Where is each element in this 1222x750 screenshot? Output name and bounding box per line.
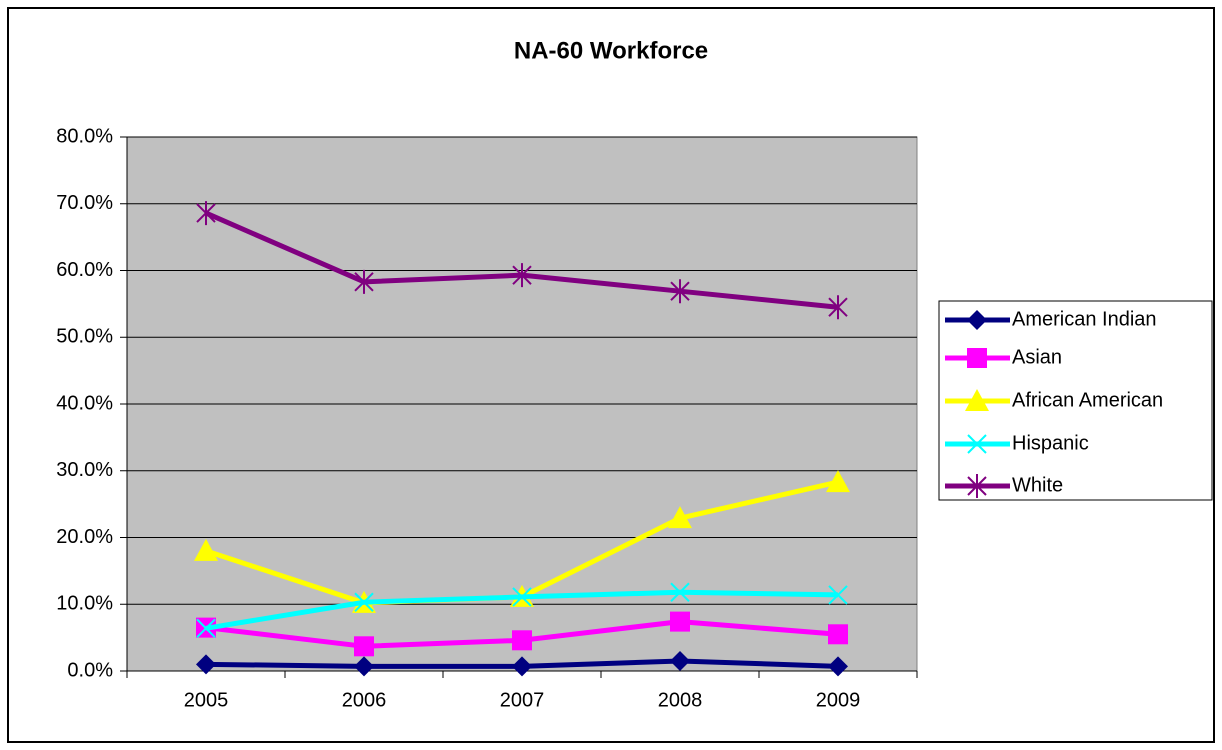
marker bbox=[354, 269, 374, 294]
marker bbox=[194, 538, 218, 561]
marker bbox=[670, 279, 690, 304]
y-tick-label: 10.0% bbox=[56, 593, 113, 615]
marker bbox=[512, 656, 532, 677]
marker bbox=[512, 263, 532, 288]
marker bbox=[196, 201, 216, 226]
x-tick-label: 2009 bbox=[816, 689, 861, 711]
legend-label: Hispanic bbox=[1012, 432, 1089, 454]
marker bbox=[828, 585, 848, 605]
marker bbox=[826, 470, 850, 493]
y-tick-label: 40.0% bbox=[56, 392, 113, 414]
marker bbox=[967, 434, 987, 454]
marker bbox=[670, 650, 690, 671]
x-tick-label: 2006 bbox=[342, 689, 387, 711]
y-tick-label: 50.0% bbox=[56, 326, 113, 348]
legend-box bbox=[938, 300, 1213, 501]
chart-title: NA-60 Workforce bbox=[514, 37, 708, 64]
legend-label: African American bbox=[1012, 389, 1163, 411]
legend-label: White bbox=[1012, 474, 1063, 496]
marker bbox=[828, 656, 848, 677]
x-tick-label: 2005 bbox=[184, 689, 229, 711]
x-tick-label: 2007 bbox=[500, 689, 545, 711]
marker bbox=[512, 630, 532, 651]
marker bbox=[967, 348, 987, 368]
marker bbox=[354, 592, 374, 612]
marker bbox=[828, 624, 848, 645]
marker bbox=[668, 506, 692, 529]
legend-label: American Indian bbox=[1012, 308, 1157, 330]
y-tick-label: 30.0% bbox=[56, 459, 113, 481]
marker bbox=[196, 654, 216, 675]
y-tick-label: 20.0% bbox=[56, 526, 113, 548]
marker bbox=[670, 582, 690, 602]
marker bbox=[512, 587, 532, 607]
marker bbox=[965, 389, 989, 411]
marker bbox=[196, 618, 216, 638]
y-tick-label: 80.0% bbox=[56, 125, 113, 147]
marker bbox=[670, 611, 690, 632]
marker bbox=[967, 474, 987, 498]
marker bbox=[967, 310, 987, 330]
y-tick-label: 0.0% bbox=[67, 659, 113, 681]
y-tick-label: 60.0% bbox=[56, 259, 113, 281]
marker bbox=[828, 295, 848, 320]
legend-label: Asian bbox=[1012, 346, 1062, 368]
marker bbox=[354, 636, 374, 657]
x-tick-label: 2008 bbox=[658, 689, 703, 711]
marker bbox=[354, 656, 374, 677]
y-tick-label: 70.0% bbox=[56, 192, 113, 214]
